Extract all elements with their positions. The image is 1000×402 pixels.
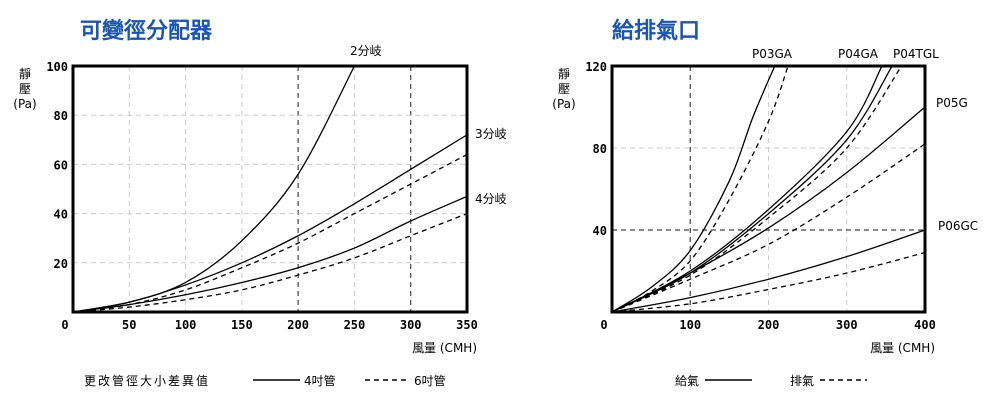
series-line-3分岐 (72, 134, 468, 313)
y-tick-label: 100 (46, 60, 68, 74)
y-tick-label: 60 (54, 158, 68, 172)
series-line-P03GA (611, 65, 776, 313)
series-line (611, 65, 903, 313)
series-line-4分岐 (72, 195, 468, 313)
x-tick-label: 50 (122, 318, 136, 332)
x-tick-label: 300 (836, 318, 858, 332)
series-label: P05G (936, 96, 968, 110)
chart-2: 給排氣口 P03GA P04GA P04TGL P05G P06GC 100 200 300 40… (552, 18, 978, 388)
x-tick-label: 150 (231, 318, 253, 332)
legend-caption: 更改管徑大小差異值 (84, 373, 210, 388)
series-line-P05G (611, 106, 926, 313)
y-axis-label: 靜 (558, 67, 570, 81)
legend-dashed-label: 6吋管 (414, 373, 446, 388)
series-line-P04TGL (611, 65, 893, 313)
x-tick-label: 100 (175, 318, 197, 332)
series-line (611, 65, 789, 313)
y-axis-label: 壓 (19, 82, 31, 96)
x-tick-label: 400 (914, 318, 936, 332)
x-tick-label: 100 (679, 318, 701, 332)
y-tick-label: 80 (54, 109, 68, 123)
series-line (611, 143, 926, 313)
series-line-P04GA (611, 65, 883, 313)
x-tick-label: 200 (287, 318, 309, 332)
legend-dashed-label: 排氣 (790, 374, 814, 388)
y-tick-label: 20 (54, 257, 68, 271)
legend-solid-label: 4吋管 (304, 373, 336, 388)
x-tick-label: 250 (344, 318, 366, 332)
origin-tick-label: 0 (61, 318, 68, 332)
series-label: P06GC (938, 219, 978, 233)
legend-solid-label: 給氣 (675, 374, 699, 388)
x-axis-label: 風量 (CMH) (412, 341, 477, 355)
plot-frame (71, 64, 469, 314)
x-axis-label: 風量 (CMH) (870, 341, 935, 355)
series-line-P06GC (611, 229, 926, 313)
x-tick-label: 350 (456, 318, 478, 332)
series-label: P04TGL (893, 47, 939, 61)
y-tick-label: 80 (593, 142, 607, 156)
y-tick-label: 40 (54, 208, 68, 222)
series-label: 4分岐 (475, 192, 507, 206)
chart-title: 可變徑分配器 (80, 18, 213, 44)
y-tick-label: 40 (593, 224, 607, 238)
chart-1: 可變徑分配器 2分岐 3分岐 4分岐 50 100 150 200 250 300 350 20 40 6… (13, 18, 506, 388)
origin-tick-label: 0 (600, 318, 607, 332)
y-tick-label: 120 (585, 60, 607, 74)
chart-title: 給排氣口 (612, 18, 700, 44)
y-axis-label: (Pa) (552, 97, 575, 111)
y-axis-label: 靜 (19, 67, 31, 81)
series-line (611, 251, 926, 313)
y-axis-label: (Pa) (13, 97, 36, 111)
series-label: 2分岐 (350, 44, 382, 58)
series-label: P04GA (838, 47, 879, 61)
series-line (72, 153, 468, 313)
y-axis-label: 壓 (558, 82, 570, 96)
x-tick-label: 200 (758, 318, 780, 332)
plot-frame (610, 64, 927, 314)
series-line (72, 212, 468, 313)
series-label: P03GA (752, 47, 793, 61)
x-tick-label: 300 (400, 318, 422, 332)
series-label: 3分岐 (475, 127, 507, 141)
